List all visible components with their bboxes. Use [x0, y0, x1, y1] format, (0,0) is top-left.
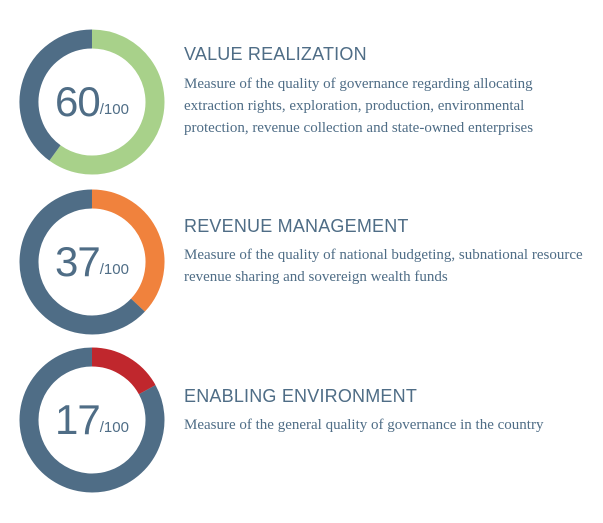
index-description: Measure of the quality of governance reg…	[184, 76, 534, 136]
donut-chart-revenue-management: 37/100	[18, 188, 166, 336]
donut-chart-value-realization: 60/100	[18, 28, 166, 176]
index-row-enabling-environment: 17/100 ENABLING ENVIRONMENT Measure of t…	[0, 346, 603, 506]
donut-score-arc	[91, 347, 156, 395]
score-value: 37	[55, 238, 101, 285]
index-description: Measure of the general quality of govern…	[184, 417, 544, 433]
donut-remainder-arc	[19, 347, 165, 493]
index-title: REVENUE MANAGEMENT	[184, 216, 409, 236]
donut-remainder-arc	[19, 189, 145, 335]
index-row-value-realization: 60/100 VALUE REALIZATION Measure of the …	[0, 28, 603, 188]
index-title: ENABLING ENVIRONMENT	[184, 386, 418, 406]
index-description: Measure of the quality of national budge…	[184, 247, 583, 285]
score-max: /100	[99, 260, 129, 278]
donut-score-arc	[49, 29, 165, 175]
score-readout: 60/100	[18, 28, 166, 176]
score-readout: 37/100	[18, 188, 166, 336]
score-max: /100	[99, 100, 129, 118]
donut-score-arc	[91, 189, 165, 312]
score-readout: 17/100	[18, 346, 166, 494]
score-value: 60	[55, 78, 101, 125]
donut-svg	[19, 29, 165, 175]
score-value: 17	[55, 396, 101, 443]
index-title: VALUE REALIZATION	[184, 44, 367, 64]
donut-svg	[19, 189, 165, 335]
donut-chart-enabling-environment: 17/100	[18, 346, 166, 494]
donut-svg	[19, 347, 165, 493]
score-max: /100	[99, 418, 129, 436]
index-row-revenue-management: 37/100 REVENUE MANAGEMENT Measure of the…	[0, 188, 603, 348]
donut-remainder-arc	[19, 29, 93, 161]
